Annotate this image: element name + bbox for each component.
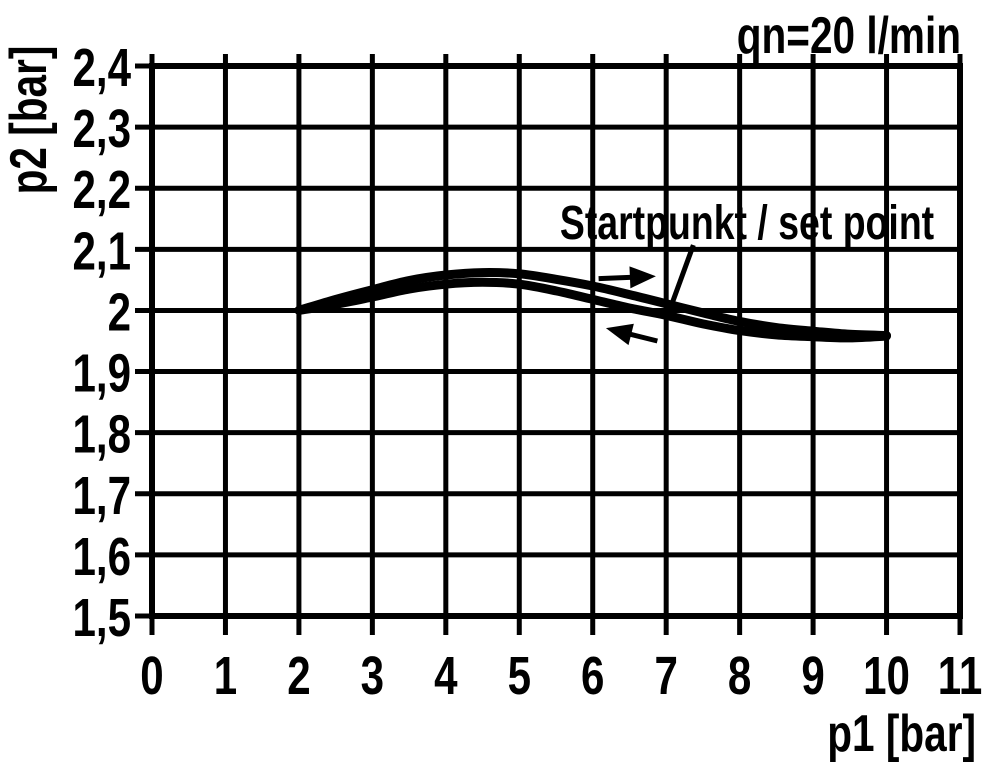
x-tick-label: 1 [214, 646, 237, 706]
x-tick-label: 7 [654, 646, 677, 706]
y-tick-label: 2,2 [72, 160, 131, 220]
annotation-label: Startpunkt / set point [560, 197, 934, 251]
x-axis-label: p1 [bar] [827, 704, 976, 762]
y-tick-label: 2,3 [72, 99, 131, 159]
x-tick-label: 6 [581, 646, 604, 706]
y-tick-label: 1,7 [72, 466, 131, 526]
arrow-head-left [605, 323, 634, 346]
plot-border [149, 63, 963, 619]
y-tick-label: 1,8 [72, 405, 131, 465]
x-tick-label: 3 [361, 646, 384, 706]
hysteresis-curves [294, 268, 891, 343]
y-tick-label: 1,5 [72, 588, 131, 648]
x-tick-label: 2 [287, 646, 310, 706]
x-tick-label: 8 [728, 646, 751, 706]
x-tick-label: 4 [434, 646, 457, 706]
y-tick-label: 2,1 [72, 221, 131, 281]
x-tick-labels: 0 1 2 3 4 5 6 7 8 9 10 11 [140, 646, 982, 706]
curve-right [294, 268, 891, 340]
leader-line [666, 244, 696, 315]
y-tick-label: 2,4 [72, 38, 131, 98]
y-tick-label: 1,9 [72, 344, 131, 404]
x-tick-label: 11 [938, 646, 983, 706]
x-tick-label: 5 [508, 646, 531, 706]
annotation-leader-line [666, 244, 696, 315]
direction-arrows [598, 266, 658, 346]
y-tick-label: 1,6 [72, 527, 131, 587]
arrow-head-right [629, 266, 656, 289]
y-tick-labels: 2,42,32,22,121,91,81,71,61,5 [72, 38, 131, 648]
x-tick-label: 0 [140, 646, 163, 706]
y-axis-label: p2 [bar] [0, 46, 57, 195]
plot-frame [149, 63, 963, 619]
chart-title: qn=20 l/min [737, 6, 961, 64]
x-tick-label: 9 [801, 646, 824, 706]
grid-lines [135, 54, 963, 635]
curve-left [294, 277, 891, 343]
y-tick-label: 2 [108, 282, 131, 342]
x-tick-label: 10 [863, 646, 910, 706]
